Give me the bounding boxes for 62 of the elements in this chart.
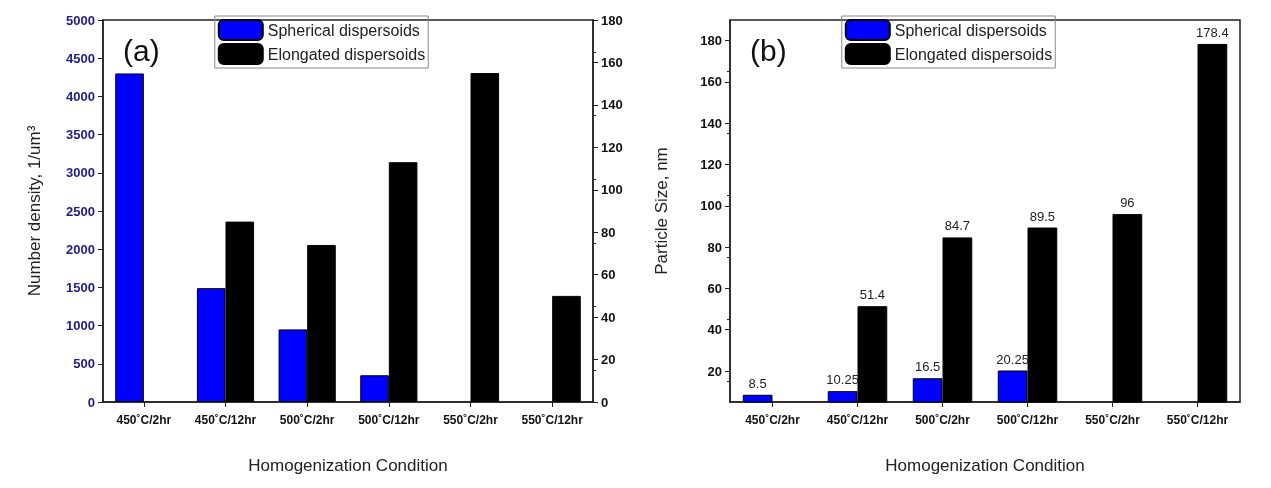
y-tick-label: 1500 [66, 279, 95, 295]
y-axis-title: Number density, 1/um³ [25, 125, 44, 297]
y-tick-label: 3000 [66, 165, 95, 181]
legend-label: Spherical dispersoids [267, 21, 420, 39]
chart-title: (a) [123, 33, 160, 67]
y-tick-label: 80 [707, 239, 722, 255]
legend-label: Spherical dispersoids [894, 21, 1047, 39]
y2-tick-label: 120 [601, 139, 623, 155]
y2-tick-label: 180 [601, 12, 623, 28]
data-label: 178.4 [1196, 24, 1229, 40]
x-axis-title: Homogenization Condition [885, 456, 1085, 475]
x-tick-label: 550˚C/12hr [521, 413, 584, 427]
y-tick-label: 40 [707, 322, 722, 338]
y2-tick-label: 140 [601, 97, 623, 113]
x-tick-label: 450˚C/2hr [745, 413, 801, 427]
x-tick-label: 550˚C/2hr [443, 413, 499, 427]
data-label: 96 [1120, 195, 1135, 211]
y-tick-label: 2500 [66, 203, 95, 219]
y-tick-label: 120 [700, 157, 722, 173]
data-label: 51.4 [859, 287, 886, 303]
x-tick-label: 500˚C/2hr [279, 413, 335, 427]
y-tick-label: 180 [700, 33, 722, 49]
y-tick-label: 160 [700, 74, 722, 90]
x-axis-title: Homogenization Condition [248, 456, 448, 475]
y-tick-label: 100 [700, 198, 722, 214]
bar [470, 73, 500, 402]
data-label: 16.5 [914, 359, 941, 375]
y-tick-label: 2000 [66, 241, 95, 257]
x-tick-label: 450˚C/2hr [116, 413, 172, 427]
y-tick-label: 1000 [66, 318, 95, 334]
y2-tick-label: 40 [601, 309, 616, 325]
y2-tick-label: 100 [601, 182, 623, 198]
y2-tick-label: 20 [601, 352, 616, 368]
y-tick-label: 60 [707, 280, 722, 296]
x-tick-label: 450˚C/12hr [194, 413, 257, 427]
x-tick-label: 500˚C/12hr [358, 413, 420, 427]
y2-tick-label: 0 [601, 394, 609, 410]
bar [552, 295, 581, 402]
y-tick-label: 140 [700, 115, 722, 131]
x-tick-label: 500˚C/2hr [915, 413, 971, 427]
x-tick-label: 550˚C/2hr [1085, 413, 1141, 427]
y-tick-label: 4500 [66, 50, 95, 66]
y2-tick-label: 80 [601, 224, 616, 240]
y-tick-label: 20 [707, 363, 722, 379]
data-label: 8.5 [748, 375, 767, 391]
y-tick-label: 500 [73, 356, 95, 372]
x-tick-label: 550˚C/12hr [1166, 413, 1229, 427]
y2-tick-label: 60 [601, 267, 616, 283]
y2-tick-label: 160 [601, 54, 623, 70]
data-label: 89.5 [1029, 208, 1056, 224]
x-tick-label: 450˚C/12hr [826, 413, 889, 427]
bar [115, 73, 144, 402]
y-tick-label: 5000 [66, 12, 95, 28]
legend-label: Elongated dispersoids [267, 45, 426, 63]
y-axis-title: Particle Size, nm [652, 147, 671, 275]
y-tick-label: 3500 [66, 127, 95, 143]
legend-label: Elongated dispersoids [894, 45, 1053, 63]
chart-title: (b) [750, 33, 787, 67]
x-tick-label: 500˚C/12hr [996, 413, 1059, 427]
y-tick-label: 4000 [66, 88, 95, 104]
y-tick-label: 0 [87, 394, 95, 410]
data-label: 84.7 [944, 218, 971, 234]
